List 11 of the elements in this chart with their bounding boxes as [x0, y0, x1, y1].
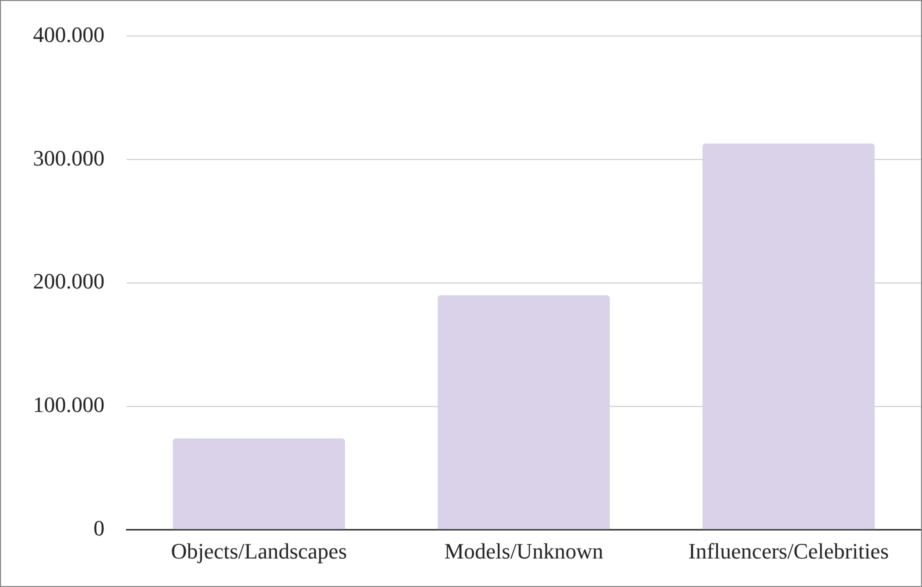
- y-tick-label: 300.000: [33, 145, 104, 170]
- y-tick-label: 0: [94, 515, 104, 540]
- x-tick-label: Influencers/Celebrities: [688, 538, 889, 564]
- y-tick-label: 200.000: [33, 268, 104, 294]
- x-tick-label: Objects/Landscapes: [170, 538, 347, 564]
- y-tick-label: 100.000: [33, 392, 104, 418]
- x-tick-label: Models/Unknown: [444, 538, 604, 564]
- bar: [702, 144, 875, 530]
- bar: [438, 295, 610, 530]
- bar: [172, 438, 345, 530]
- y-tick-label: 400.000: [33, 22, 104, 47]
